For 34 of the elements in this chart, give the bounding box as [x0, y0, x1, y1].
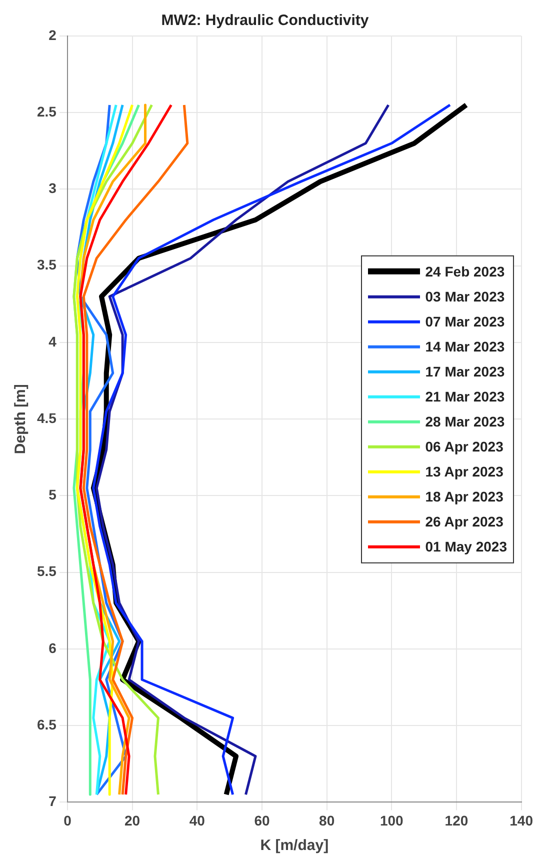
- y-tick-label: 7: [48, 793, 57, 810]
- y-tick-label: 3: [48, 180, 57, 196]
- legend-label: 26 Apr 2023: [425, 513, 504, 530]
- x-axis-title: K [m/day]: [260, 837, 329, 854]
- legend-label: 17 Mar 2023: [425, 363, 505, 380]
- legend-label: 28 Mar 2023: [425, 413, 505, 430]
- y-tick-label: 6: [48, 640, 57, 656]
- x-tick-label: 20: [124, 812, 140, 828]
- legend-label: 03 Mar 2023: [425, 288, 505, 304]
- legend-label: 13 Apr 2023: [425, 463, 504, 480]
- legend-label: 01 May 2023: [425, 538, 507, 554]
- x-tick-label: 60: [254, 812, 270, 828]
- y-axis-title: Depth [m]: [12, 384, 30, 454]
- y-tick-label: 5.5: [36, 563, 57, 580]
- x-tick-label: 40: [189, 812, 206, 828]
- y-tick-label: 4.5: [36, 410, 57, 426]
- x-tick-label: 80: [319, 812, 335, 828]
- legend-label: 06 Apr 2023: [425, 438, 504, 454]
- legend-label: 14 Mar 2023: [425, 338, 505, 354]
- x-tick-label: 100: [380, 812, 404, 828]
- x-tick-label: 140: [510, 812, 534, 828]
- y-tick-label: 4: [48, 333, 57, 350]
- y-tick-label: 2: [48, 26, 57, 43]
- chart-title: MW2: Hydraulic Conductivity: [161, 12, 370, 30]
- legend-label: 24 Feb 2023: [425, 263, 505, 280]
- y-tick-label: 3.5: [36, 256, 57, 273]
- x-tick-label: 0: [64, 812, 72, 828]
- legend-label: 21 Mar 2023: [425, 388, 505, 404]
- legend-label: 07 Mar 2023: [425, 313, 505, 330]
- y-tick-label: 6.5: [36, 716, 57, 732]
- legend-label: 18 Apr 2023: [425, 488, 504, 504]
- y-tick-label: 2.5: [36, 103, 57, 120]
- y-tick-label: 5: [48, 486, 57, 503]
- x-tick-label: 120: [444, 812, 468, 828]
